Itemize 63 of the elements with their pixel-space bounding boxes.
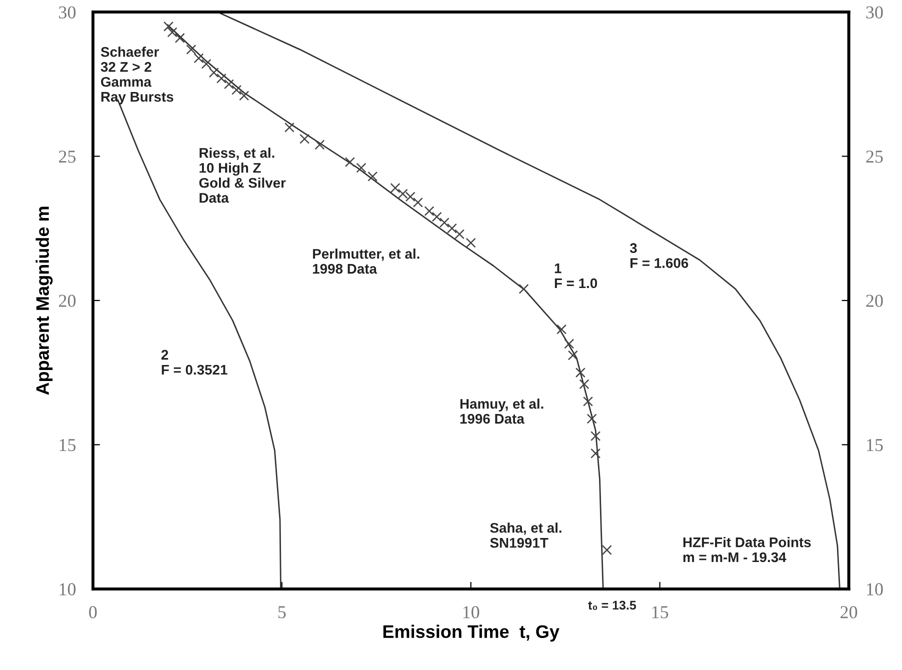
annotation: 3 F = 1.606 <box>630 243 688 268</box>
annotation: Perlmutter, et al. 1998 Data <box>312 248 420 274</box>
point <box>590 431 601 442</box>
y2-tick-label: 10 <box>867 583 883 596</box>
point <box>518 284 529 294</box>
point <box>390 182 400 194</box>
y2-tick-label: 25 <box>866 150 883 163</box>
point <box>582 396 594 406</box>
x-tick-label: 5 <box>278 606 286 618</box>
annotation: 2 F = 0.3521 <box>161 350 228 375</box>
point <box>356 162 366 173</box>
annotation: 1 F = 1.0 <box>554 264 598 288</box>
point <box>284 122 294 132</box>
annotation: Riess, et al. 10 High Z Gold & Silver Data <box>199 148 286 203</box>
y-tick-label: 10 <box>60 583 76 596</box>
y-tick-label: 15 <box>60 439 76 452</box>
x-tick-label: 20 <box>840 606 858 618</box>
point <box>224 79 234 90</box>
y2-tick-label: 20 <box>866 294 883 307</box>
y-tick-label: 25 <box>58 150 76 163</box>
y2-tick-label: 15 <box>867 439 883 452</box>
point <box>201 58 212 69</box>
point <box>568 350 578 360</box>
point <box>432 212 442 222</box>
point <box>300 134 310 144</box>
point <box>454 229 465 240</box>
y2-tick-label: 30 <box>866 6 883 18</box>
y-tick-label: 20 <box>58 294 76 307</box>
point <box>167 27 178 38</box>
point <box>208 68 219 78</box>
point <box>216 73 226 84</box>
x-axis-title: Emission Time t, Gy <box>383 624 560 642</box>
annotation: Saha, et al. SN1991T <box>490 522 562 548</box>
x-tick-label: 15 <box>652 606 668 618</box>
point <box>232 84 242 95</box>
point <box>412 197 423 208</box>
point <box>194 53 204 64</box>
annotation: Hamuy, et al. 1996 Data <box>460 398 544 424</box>
point <box>424 206 434 216</box>
point <box>586 414 597 424</box>
text: t₀ = 13.5 <box>588 600 636 610</box>
point <box>602 544 612 556</box>
point <box>446 223 457 234</box>
point <box>556 324 567 334</box>
point <box>439 218 450 228</box>
point <box>314 140 325 150</box>
annotation: HZF-Fit Data Points m = m-M - 19.34 <box>683 537 811 562</box>
annotation: Schaefer 32 Z > 2 Gamma Ray Bursts <box>100 46 174 104</box>
x-tick-label: 10 <box>463 606 480 618</box>
point <box>174 33 185 44</box>
y-axis-title: Apparent Magniude m <box>36 206 53 395</box>
point <box>579 379 590 390</box>
point <box>564 338 574 349</box>
point <box>239 90 250 101</box>
point <box>466 238 476 248</box>
point <box>368 171 378 182</box>
x-tick-label: 0 <box>89 606 97 618</box>
point <box>575 368 586 378</box>
y-tick-label: 30 <box>59 6 76 18</box>
point <box>186 44 196 55</box>
point <box>163 21 174 32</box>
point <box>590 448 601 458</box>
point <box>344 157 355 168</box>
